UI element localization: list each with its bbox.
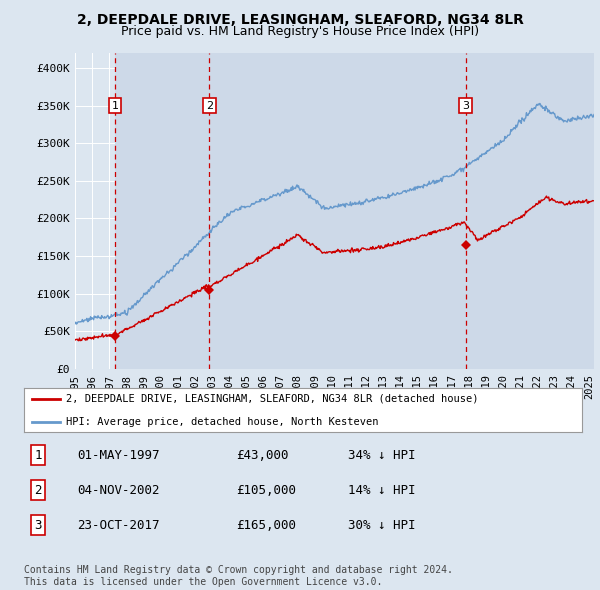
Text: 3: 3 — [34, 519, 42, 532]
Text: 30% ↓ HPI: 30% ↓ HPI — [347, 519, 415, 532]
Text: 2, DEEPDALE DRIVE, LEASINGHAM, SLEAFORD, NG34 8LR (detached house): 2, DEEPDALE DRIVE, LEASINGHAM, SLEAFORD,… — [66, 394, 478, 404]
Text: £105,000: £105,000 — [236, 484, 296, 497]
Text: 1: 1 — [112, 101, 118, 111]
Text: 2, DEEPDALE DRIVE, LEASINGHAM, SLEAFORD, NG34 8LR: 2, DEEPDALE DRIVE, LEASINGHAM, SLEAFORD,… — [77, 13, 523, 27]
Bar — [115, 53, 209, 369]
Text: 01-MAY-1997: 01-MAY-1997 — [77, 448, 160, 462]
Text: 34% ↓ HPI: 34% ↓ HPI — [347, 448, 415, 462]
Text: 2: 2 — [34, 484, 42, 497]
Text: £43,000: £43,000 — [236, 448, 289, 462]
Text: 2: 2 — [206, 101, 213, 111]
Text: HPI: Average price, detached house, North Kesteven: HPI: Average price, detached house, Nort… — [66, 417, 379, 427]
Text: 1: 1 — [34, 448, 42, 462]
Text: 14% ↓ HPI: 14% ↓ HPI — [347, 484, 415, 497]
Text: Contains HM Land Registry data © Crown copyright and database right 2024.
This d: Contains HM Land Registry data © Crown c… — [24, 565, 453, 587]
Text: £165,000: £165,000 — [236, 519, 296, 532]
Text: 23-OCT-2017: 23-OCT-2017 — [77, 519, 160, 532]
Text: Price paid vs. HM Land Registry's House Price Index (HPI): Price paid vs. HM Land Registry's House … — [121, 25, 479, 38]
Bar — [209, 53, 466, 369]
Text: 04-NOV-2002: 04-NOV-2002 — [77, 484, 160, 497]
Text: 3: 3 — [462, 101, 469, 111]
Bar — [466, 53, 594, 369]
